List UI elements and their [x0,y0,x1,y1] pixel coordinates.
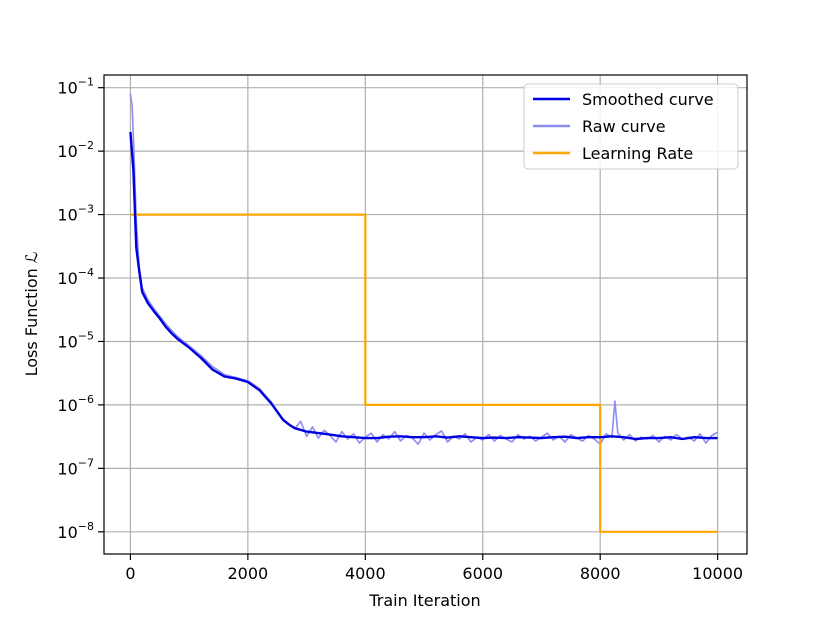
x-tick-label: 4000 [345,564,386,583]
x-axis-label: Train Iteration [368,591,480,610]
x-tick-label: 6000 [462,564,503,583]
tick-layer: 0 2000 4000 6000 8000 10000 10−8 10−7 10−6 10−5 10… [57,76,743,583]
y-tick-label: 10−4 [57,266,94,288]
y-tick-label: 10−1 [57,76,94,98]
series-layer [129,93,718,533]
x-tick-label: 8000 [580,564,621,583]
x-tick-label: 0 [125,564,135,583]
y-tick-label: 10−5 [57,329,94,351]
y-tick-label: 10−6 [57,393,94,415]
y-axis-label: Loss Function ℒ [22,252,41,377]
legend-entry-raw: Raw curve [582,117,666,136]
plot-frame [103,74,748,555]
x-tick-label: 2000 [228,564,269,583]
y-tick-label: 10−3 [57,203,94,225]
y-tick-label: 10−8 [57,520,94,542]
smoothed-curve-line [129,131,718,441]
legend-box [523,83,739,170]
y-tick-label: 10−7 [57,456,94,478]
y-tick-label: 10−2 [57,139,94,161]
learning-rate-line [130,213,718,533]
x-tick-label: 10000 [692,564,743,583]
legend-entry-smoothed: Smoothed curve [582,90,714,109]
legend: Smoothed curve Raw curve Learning Rate [523,83,739,170]
legend-entry-learning-rate: Learning Rate [582,144,693,163]
